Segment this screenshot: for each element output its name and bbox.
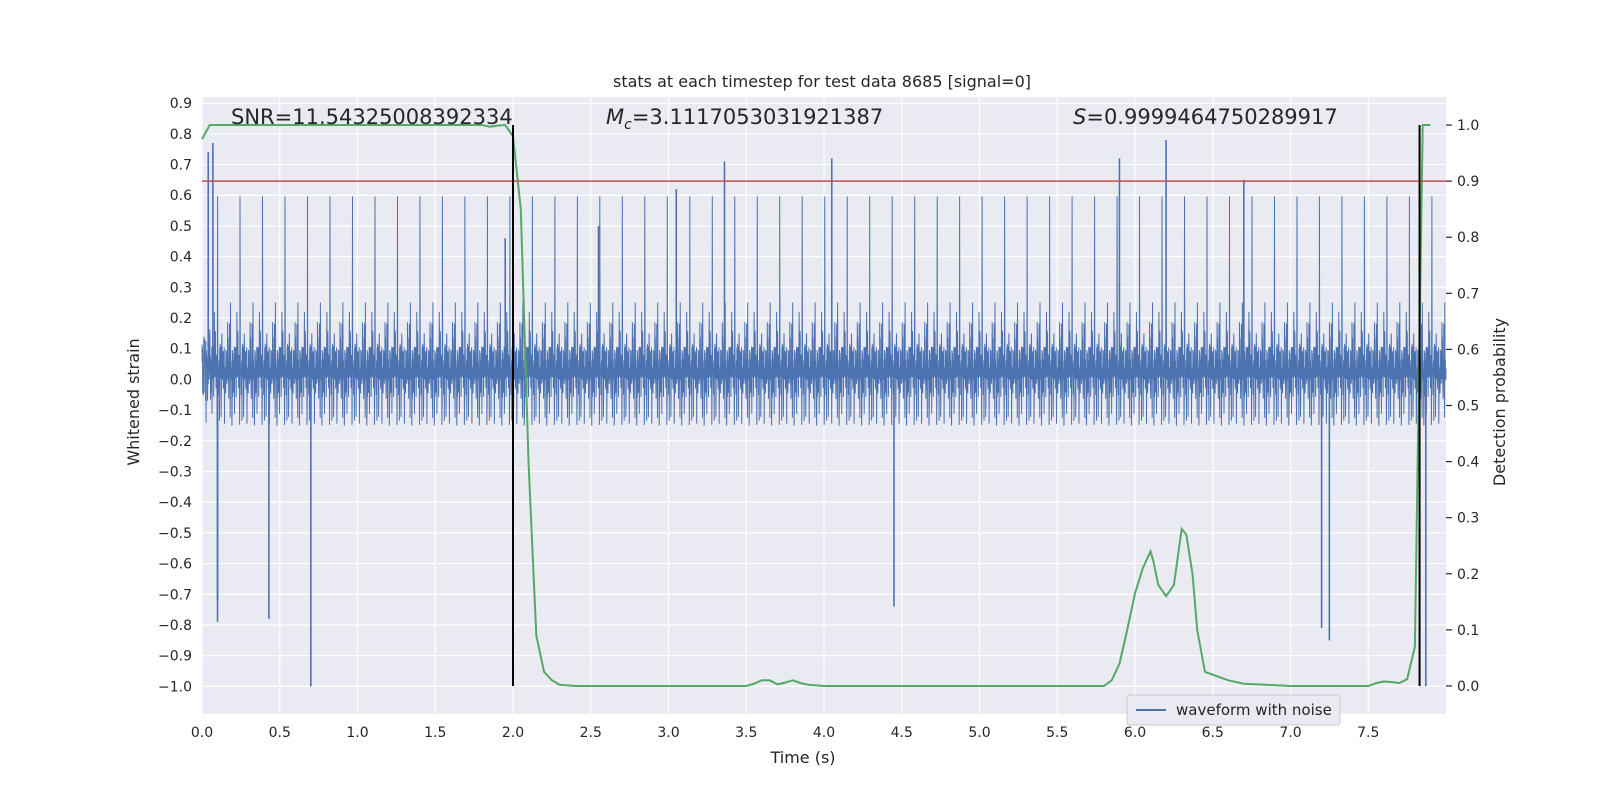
- x-tick-label: 2.0: [502, 725, 524, 741]
- x-tick-label: 2.5: [580, 725, 602, 741]
- chirp-mass-subscript: c: [624, 117, 632, 133]
- x-tick-label: 4.5: [891, 725, 913, 741]
- probability-series: [201, 123, 1431, 687]
- y-left-tick-label: −0.9: [158, 649, 192, 665]
- x-tick-label: 3.0: [657, 725, 679, 741]
- probability-line: [201, 123, 1431, 687]
- y-left-axis-label: Whitened strain: [124, 338, 143, 465]
- y-left-tick-label: 0.1: [170, 342, 192, 358]
- x-axis-label: Time (s): [769, 748, 835, 767]
- y-left-tick-label: 0.5: [170, 219, 192, 235]
- y-left-tick-label: 0.4: [170, 250, 192, 266]
- y-right-tick-label: 0.7: [1457, 286, 1479, 302]
- y-right-tick-label: 0.5: [1457, 399, 1479, 415]
- s-symbol: S: [1073, 105, 1086, 129]
- y-left-tick-label: 0.3: [170, 280, 192, 296]
- x-tick-label: 6.0: [1124, 725, 1146, 741]
- s-annotation: S=0.9999464750289917: [1073, 105, 1338, 129]
- y-right-tick-label: 0.3: [1457, 511, 1479, 527]
- overlay-lines: [202, 125, 1446, 686]
- y-right-tick-label: 0.1: [1457, 623, 1479, 639]
- y-left-tick-label: 0.0: [170, 372, 192, 388]
- x-tick-label: 5.5: [1046, 725, 1068, 741]
- x-tick-label: 5.0: [968, 725, 990, 741]
- s-value: =0.9999464750289917: [1086, 105, 1337, 129]
- y-right-tick-label: 0.0: [1457, 679, 1479, 695]
- y-right-tick-label: 0.4: [1457, 455, 1479, 471]
- y-right-tick-label: 0.2: [1457, 567, 1479, 583]
- y-left-tick-label: 0.7: [170, 158, 192, 174]
- y-left-tick-label: −0.5: [158, 526, 192, 542]
- x-tick-label: 0.5: [269, 725, 291, 741]
- x-tick-label: 0.0: [191, 725, 213, 741]
- y-right-tick-label: 1.0: [1457, 118, 1479, 134]
- y-left-tick-label: 0.2: [170, 311, 192, 327]
- y-right-axis-label: Detection probability: [1490, 318, 1509, 486]
- x-tick-label: 6.5: [1202, 725, 1224, 741]
- chirp-mass-value: =3.1117053031921387: [632, 105, 883, 129]
- y-left-tick-label: 0.6: [170, 188, 192, 204]
- y-left-tick-label: −0.4: [158, 495, 192, 511]
- x-tick-label: 4.0: [813, 725, 835, 741]
- y-left-tick-label: −0.3: [158, 464, 192, 480]
- waveform-series: [201, 139, 1447, 687]
- chirp-mass-symbol: M: [606, 105, 624, 129]
- x-tick-label: 7.0: [1279, 725, 1301, 741]
- y-left-tick-label: 0.9: [170, 96, 192, 112]
- y-left-tick-label: −0.2: [158, 434, 192, 450]
- x-tick-label: 1.0: [346, 725, 368, 741]
- legend: waveform with noise: [1126, 694, 1341, 726]
- y-left-tick-label: 0.8: [170, 127, 192, 143]
- y-left-tick-label: −0.7: [158, 587, 192, 603]
- x-tick-label: 1.5: [424, 725, 446, 741]
- y-right-axis-ticks: 1.0 0.9 0.8 0.7 0.6 0.5 0.4 0.3 0.2 0.1 0.0: [1446, 118, 1479, 695]
- y-left-tick-label: −0.1: [158, 403, 192, 419]
- y-right-tick-label: 0.9: [1457, 174, 1479, 190]
- y-left-tick-label: −1.0: [158, 679, 192, 695]
- chirp-mass-annotation: Mc=3.1117053031921387: [606, 105, 883, 133]
- y-right-tick-label: 0.6: [1457, 342, 1479, 358]
- x-tick-label: 7.5: [1357, 725, 1379, 741]
- x-tick-label: 3.5: [735, 725, 757, 741]
- y-left-axis-ticks: 0.9 0.8 0.7 0.6 0.5 0.4 0.3 0.2 0.1 0.0 −0.1 −0.2 −0…: [158, 96, 192, 695]
- legend-label: waveform with noise: [1176, 701, 1332, 719]
- y-right-tick-label: 0.8: [1457, 230, 1479, 246]
- y-left-tick-label: −0.6: [158, 557, 192, 573]
- legend-box: [1126, 694, 1341, 726]
- x-axis-ticks: 0.0 0.5 1.0 1.5 2.0 2.5 3.0 3.5 4.0 4.5 5.0 5.5 6.0 6…: [191, 725, 1380, 741]
- y-left-tick-label: −0.8: [158, 618, 192, 634]
- snr-annotation: SNR=11.54325008392334: [231, 105, 513, 129]
- waveform-line: [201, 196, 1447, 426]
- chart-title: stats at each timestep for test data 868…: [613, 72, 1031, 91]
